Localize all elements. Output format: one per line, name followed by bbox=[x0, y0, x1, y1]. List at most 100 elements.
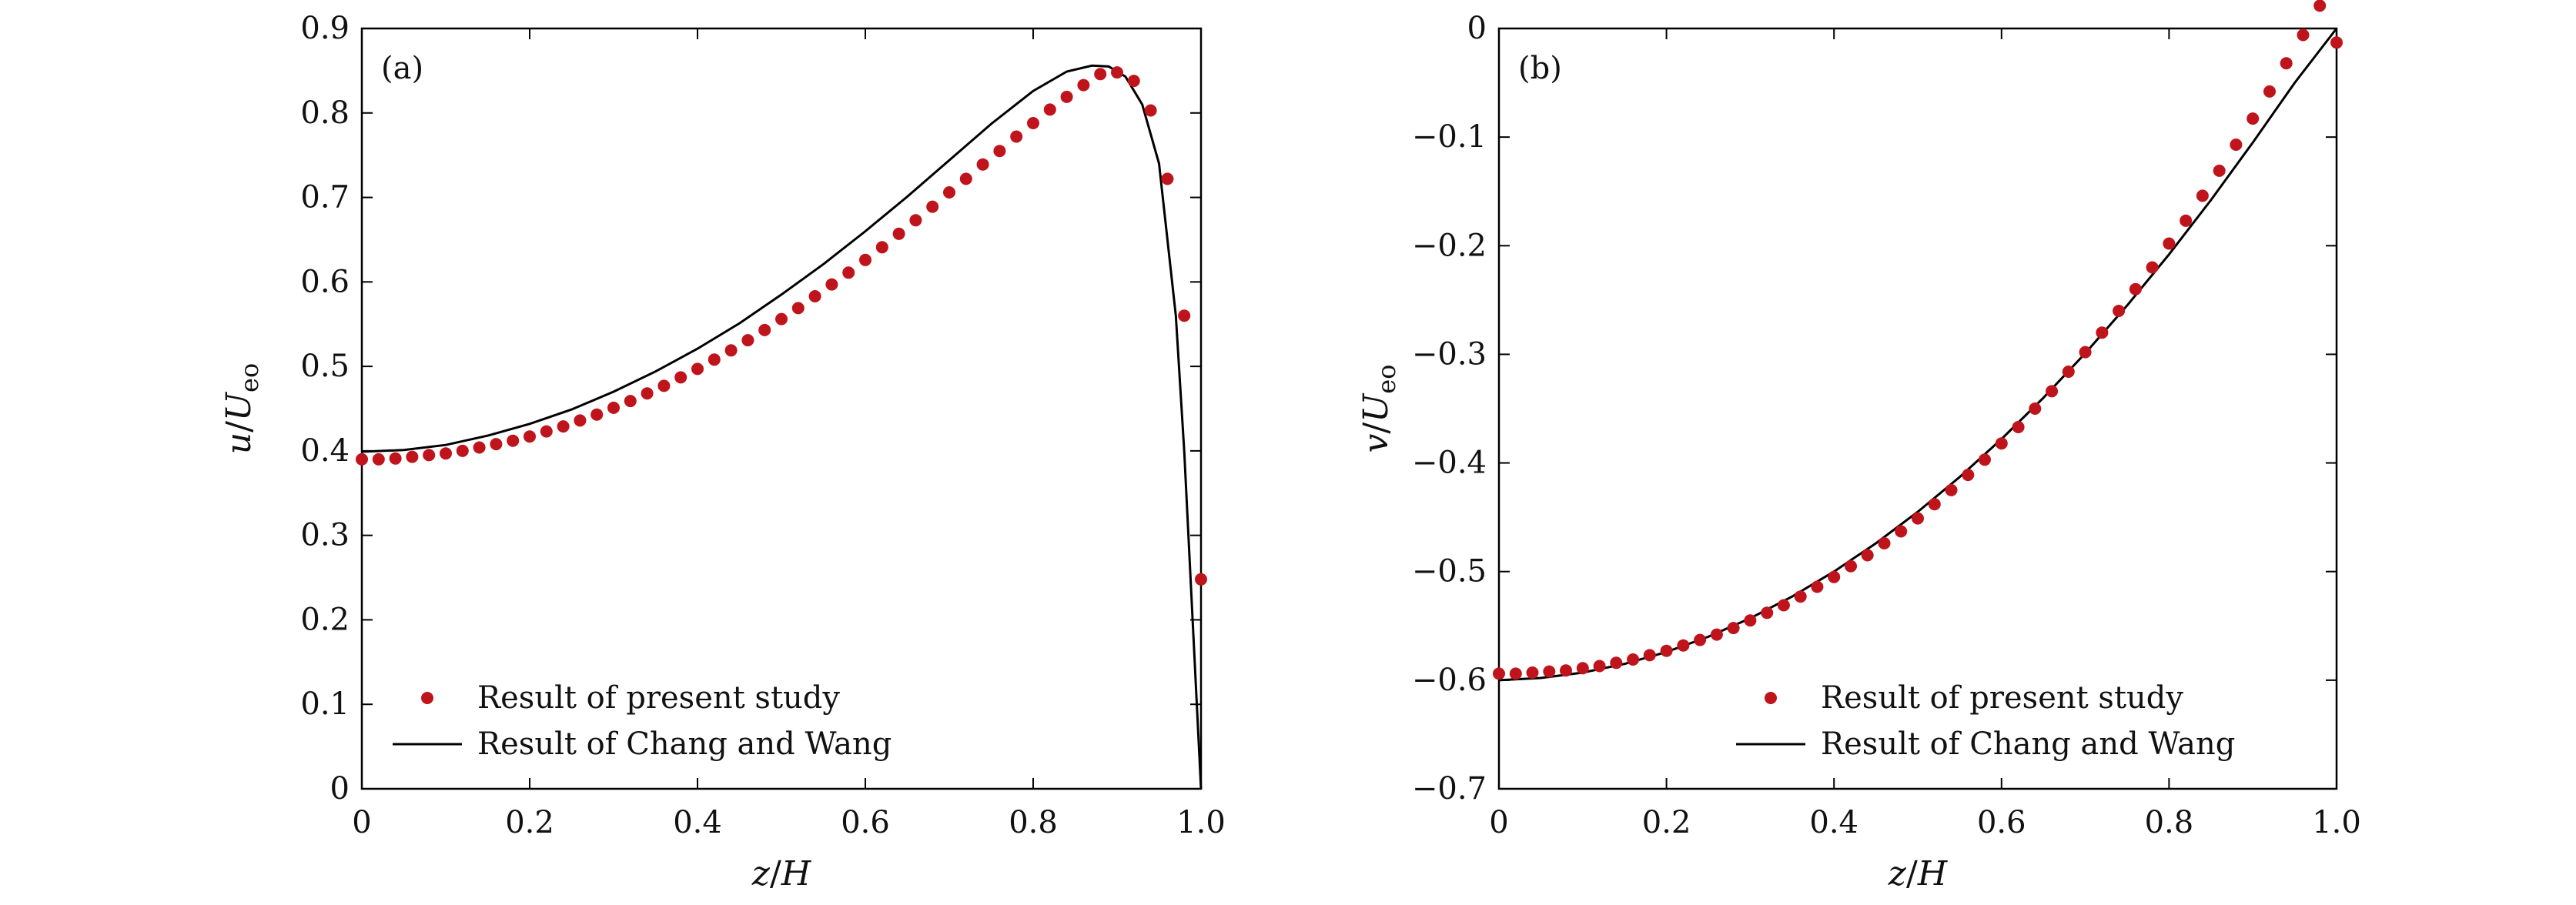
x-axis-label-var: z bbox=[751, 854, 771, 893]
legend: Result of present study Result of Chang a… bbox=[393, 680, 892, 762]
data-point bbox=[540, 425, 553, 438]
series-line-chang-wang bbox=[361, 64, 1203, 790]
x-axis-label-den: H bbox=[781, 854, 812, 893]
data-point bbox=[2213, 164, 2226, 177]
legend-label-line: Result of Chang and Wang bbox=[1821, 726, 2235, 762]
data-point bbox=[456, 444, 469, 457]
data-point bbox=[2297, 28, 2310, 42]
data-point bbox=[1643, 649, 1656, 662]
data-point bbox=[1043, 103, 1056, 116]
data-point bbox=[2012, 421, 2025, 433]
x-tick-label: 0.2 bbox=[1642, 805, 1691, 840]
data-point bbox=[1962, 469, 1975, 482]
data-point bbox=[1526, 666, 1539, 679]
data-point bbox=[1111, 66, 1123, 79]
data-point bbox=[1828, 570, 1841, 583]
legend-label-line: Result of Chang and Wang bbox=[477, 726, 892, 762]
y-axis-label-den: U bbox=[219, 391, 259, 421]
x-axis-label: z/H bbox=[751, 854, 812, 893]
data-point bbox=[1912, 512, 1924, 525]
data-point bbox=[2313, 0, 2327, 12]
data-point bbox=[1710, 628, 1723, 641]
data-point bbox=[1727, 622, 1740, 635]
data-point bbox=[624, 395, 637, 408]
y-tick-label: 0.6 bbox=[300, 264, 350, 299]
data-point bbox=[1627, 653, 1640, 666]
data-point bbox=[557, 420, 570, 433]
y-tick-label: 0.9 bbox=[300, 11, 350, 46]
data-point bbox=[1027, 117, 1039, 129]
data-point bbox=[859, 253, 871, 266]
y-axis-label-sep: / bbox=[219, 421, 259, 432]
data-point bbox=[657, 379, 671, 392]
data-point bbox=[2180, 214, 2193, 227]
y-axis-label-var: u bbox=[219, 432, 259, 454]
y-tick-label: 0.8 bbox=[300, 95, 350, 131]
data-point bbox=[2230, 139, 2243, 151]
data-point bbox=[2062, 366, 2075, 378]
data-point bbox=[741, 334, 754, 347]
data-point bbox=[1060, 90, 1073, 103]
y-axis-label: v/Ueo bbox=[1357, 365, 1401, 453]
data-point bbox=[976, 158, 989, 171]
y-tick-label: −0.3 bbox=[1412, 336, 1487, 372]
data-point bbox=[2029, 402, 2042, 415]
data-point bbox=[641, 387, 654, 400]
data-point bbox=[1543, 665, 1556, 678]
data-point bbox=[892, 227, 905, 240]
y-tick-label: 0.3 bbox=[300, 518, 350, 553]
data-point bbox=[1928, 498, 1941, 511]
data-point bbox=[758, 323, 771, 336]
data-point bbox=[423, 449, 436, 462]
data-point bbox=[708, 353, 721, 366]
data-point bbox=[674, 371, 687, 384]
legend-label-points: Result of present study bbox=[1821, 680, 2183, 716]
data-point bbox=[2196, 189, 2209, 202]
x-tick-label: 0.8 bbox=[2145, 805, 2194, 840]
data-point bbox=[1761, 606, 1774, 619]
data-point bbox=[2263, 85, 2276, 98]
y-axis-label-subscript: eo bbox=[235, 363, 264, 392]
y-tick-label: 0.4 bbox=[300, 433, 350, 469]
data-point bbox=[389, 452, 402, 465]
data-point bbox=[1144, 104, 1157, 117]
data-point bbox=[356, 452, 368, 466]
data-point bbox=[959, 172, 972, 185]
y-axis-label-sep: / bbox=[1357, 422, 1396, 434]
x-tick-label: 0 bbox=[352, 805, 371, 840]
x-axis-label-den: H bbox=[1917, 854, 1949, 893]
y-axis-label-subscript: eo bbox=[1372, 365, 1401, 394]
data-point bbox=[1845, 559, 1857, 573]
y-axis-label-den: U bbox=[1357, 392, 1396, 422]
y-axis-label: u/Ueo bbox=[219, 363, 264, 454]
data-point bbox=[1560, 664, 1572, 677]
data-point bbox=[1811, 580, 1824, 593]
data-point bbox=[1895, 525, 1908, 538]
data-point bbox=[775, 312, 788, 326]
data-point bbox=[1593, 660, 1606, 673]
x-tick-label: 0.6 bbox=[841, 805, 890, 840]
data-point bbox=[440, 447, 452, 460]
x-tick-label: 0 bbox=[1489, 805, 1508, 840]
data-point bbox=[1094, 68, 1107, 81]
data-point bbox=[2079, 346, 2092, 359]
y-tick-label: −0.2 bbox=[1412, 228, 1487, 263]
x-tick-label: 1.0 bbox=[2312, 805, 2361, 840]
data-point bbox=[2146, 261, 2159, 274]
data-point bbox=[808, 290, 821, 302]
plot-frame bbox=[1497, 27, 2338, 790]
data-point bbox=[1660, 644, 1673, 657]
y-tick-label: 0.7 bbox=[300, 180, 350, 215]
x-tick-label: 0.4 bbox=[673, 805, 722, 840]
data-point bbox=[1995, 437, 2008, 450]
data-point bbox=[2046, 385, 2059, 398]
data-point bbox=[909, 214, 922, 227]
data-point bbox=[1077, 78, 1090, 92]
x-tick-label: 0.4 bbox=[1809, 805, 1858, 840]
y-tick-label: 0.1 bbox=[300, 686, 350, 722]
data-point bbox=[943, 186, 955, 199]
data-point bbox=[1610, 656, 1623, 670]
y-tick-label: 0 bbox=[330, 771, 350, 806]
data-point bbox=[1195, 573, 1207, 586]
